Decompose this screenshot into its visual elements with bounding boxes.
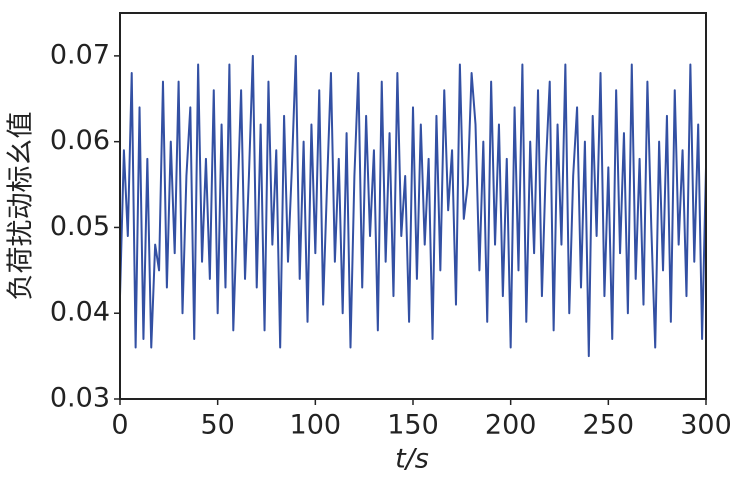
data-line [119,54,707,358]
x-axis-label: t/s [395,444,429,475]
x-tick-label: 250 [583,410,635,441]
y-axis-label: 负荷扰动标幺值 [6,112,37,301]
plot-frame [119,12,707,400]
x-tick-label: 50 [200,410,234,441]
x-tick-label: 200 [485,410,537,441]
y-tick-label: 0.07 [50,39,110,70]
y-tick-label: 0.03 [50,383,110,414]
y-tick-label: 0.05 [50,211,110,242]
x-tick-label: 300 [680,410,732,441]
x-tick-label: 0 [111,410,128,441]
x-tick-label: 150 [387,410,439,441]
y-tick-label: 0.04 [50,297,110,328]
y-tick-label: 0.06 [50,125,110,156]
x-tick-label: 100 [290,410,342,441]
